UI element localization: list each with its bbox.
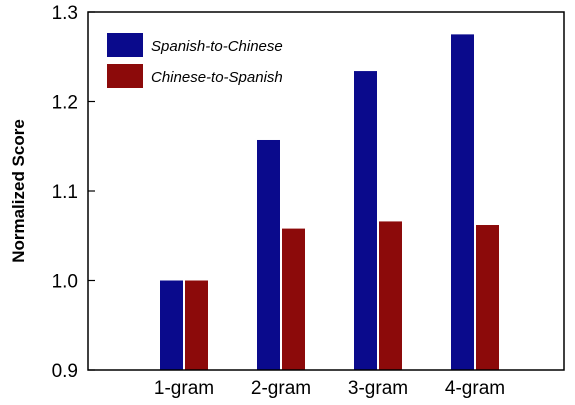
x-tick-label: 2-gram (251, 378, 311, 399)
bar-chinese-to-spanish-2-gram (282, 228, 305, 370)
bar-chinese-to-spanish-4-gram (476, 225, 499, 370)
legend-label: Chinese-to-Spanish (151, 69, 283, 86)
y-axis: 0.9 1.0 1.1 1.2 1.3 (52, 3, 95, 382)
bar-spanish-to-chinese-2-gram (257, 139, 280, 370)
bar-spanish-to-chinese-3-gram (354, 71, 377, 370)
x-axis: 1-gram 2-gram 3-gram 4-gram (154, 378, 505, 399)
y-tick-label: 1.2 (52, 93, 78, 114)
x-tick-label: 3-gram (348, 378, 408, 399)
legend-swatch (107, 33, 143, 57)
bar-chinese-to-spanish-3-gram (379, 221, 402, 370)
x-tick-label: 1-gram (154, 378, 214, 399)
y-tick-label: 0.9 (52, 361, 78, 382)
legend-swatch (107, 64, 143, 88)
bars-group (160, 34, 499, 370)
y-axis-title: Normalized Score (9, 119, 28, 263)
bar-spanish-to-chinese-4-gram (451, 34, 474, 370)
y-tick-label: 1.0 (52, 272, 78, 293)
bar-spanish-to-chinese-1-gram (160, 280, 183, 370)
legend: Spanish-to-Chinese Chinese-to-Spanish (107, 33, 283, 88)
bar-chinese-to-spanish-1-gram (185, 280, 208, 370)
y-tick-label: 1.1 (52, 182, 78, 203)
x-tick-label: 4-gram (445, 378, 505, 399)
y-tick-label: 1.3 (52, 3, 78, 24)
legend-label: Spanish-to-Chinese (151, 38, 283, 55)
